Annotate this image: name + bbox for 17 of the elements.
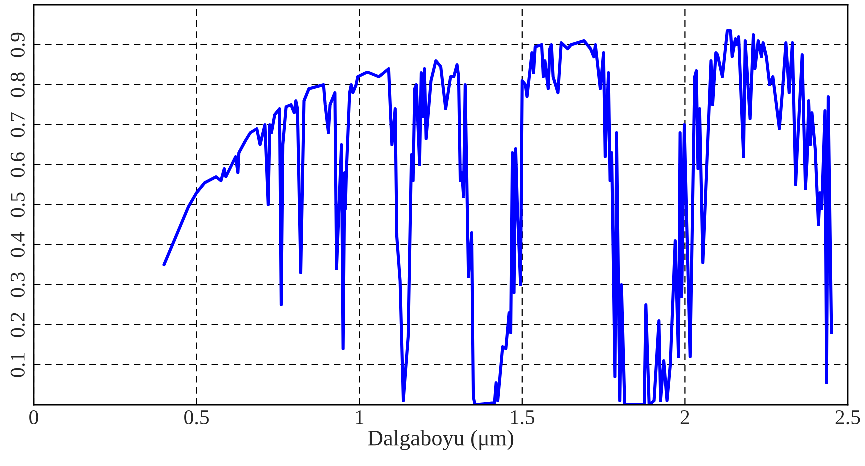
y-tick-label: 0.3 [10,272,25,298]
x-tick-label: 1 [356,410,364,424]
y-tick-label: 0.6 [10,152,25,178]
x-tick-label: 2 [680,410,690,424]
y-tick-label: 0.8 [10,72,25,98]
line-series [162,29,834,405]
y-tick-label: 0.2 [10,313,25,338]
x-axis-title: Dalgaboyu (μm) [368,430,514,450]
x-tick-label: 0.5 [184,410,210,425]
x-tick-label: 2.5 [836,410,860,425]
y-tick-label: 0.7 [10,112,25,138]
x-tick-label: 1.5 [511,410,535,425]
y-tick-label: 0.5 [10,192,25,218]
y-tick-label: 0.9 [10,32,25,58]
y-tick-label: 0.1 [10,353,25,378]
x-tick-label: 0 [30,410,38,425]
y-tick-label: 0.4 [10,232,25,258]
